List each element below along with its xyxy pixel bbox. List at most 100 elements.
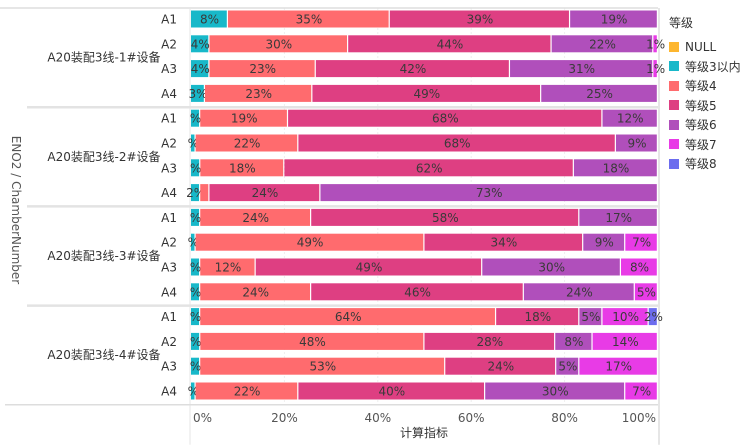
legend-item[interactable]: 等级7 <box>669 135 741 155</box>
bar-segment <box>209 60 315 78</box>
data-label: % <box>190 285 201 299</box>
bar-segment <box>191 283 200 301</box>
legend-item[interactable]: 等级5 <box>669 96 741 116</box>
data-label: 7% <box>632 236 651 250</box>
data-label: % <box>190 211 201 225</box>
bar-segment <box>579 208 657 226</box>
bar-segment <box>653 35 657 53</box>
row-labels: A1 A2 A3 A4 A1 A2 A3 A4 A1 A2 A3 A4 A1 A2 A3 A4 <box>161 13 177 399</box>
data-label: 8% <box>630 261 649 275</box>
data-label: % <box>188 385 199 399</box>
data-label: 8% <box>564 335 583 349</box>
row-label: A1 <box>161 112 177 126</box>
bar-segment <box>191 35 209 53</box>
y-axis-title: ENO2 / ChamberNumber <box>9 136 23 285</box>
bar-segment <box>625 233 657 251</box>
data-label: 5% <box>558 360 577 374</box>
bar-segment <box>200 159 284 177</box>
legend-label: 等级5 <box>685 98 717 113</box>
legend-item[interactable]: 等级3以内 <box>669 57 741 77</box>
row-label: A1 <box>161 13 177 27</box>
data-label: 73% <box>476 186 503 200</box>
data-label: 3% <box>188 87 207 101</box>
bar-segment <box>195 382 298 400</box>
bar-segment <box>424 332 555 350</box>
legend: 等级 NULL 等级3以内 等级4 等级5 等级6 等级7 等级8 <box>669 14 741 174</box>
legend-label: 等级7 <box>685 137 717 152</box>
row-label: A3 <box>161 62 177 76</box>
data-label: 19% <box>601 13 628 27</box>
legend-swatch <box>669 61 679 72</box>
data-label: 39% <box>467 13 494 27</box>
bar-segment <box>191 258 200 276</box>
data-label: 4% <box>191 62 210 76</box>
legend-item[interactable]: 等级6 <box>669 115 741 135</box>
bar-segment <box>625 382 657 400</box>
row-label: A4 <box>161 87 177 101</box>
x-tick-label: 100% <box>622 411 656 425</box>
bar-segment <box>200 208 311 226</box>
bar-segment <box>200 308 495 326</box>
data-label: 12% <box>215 261 242 275</box>
data-label: 24% <box>242 285 269 299</box>
bar-segment <box>312 84 541 102</box>
bar-segment <box>551 35 653 53</box>
bar-segment <box>191 134 195 152</box>
data-label: 19% <box>231 112 258 126</box>
bar-segment <box>602 308 648 326</box>
legend-label: NULL <box>685 39 717 54</box>
bar-segment <box>200 283 311 301</box>
bar-segment <box>200 184 209 202</box>
bar-segment <box>200 109 287 127</box>
data-label: 68% <box>444 137 471 151</box>
data-label: % <box>190 261 201 275</box>
legend-item[interactable]: 等级8 <box>669 154 741 174</box>
legend-swatch <box>669 100 679 111</box>
bar-segment <box>445 357 556 375</box>
bar-segment <box>510 60 653 78</box>
group-label: A20装配3线-2#设备 <box>47 150 160 164</box>
legend-item[interactable]: 等级4 <box>669 76 741 96</box>
row-label: A2 <box>161 137 177 151</box>
bar-segment <box>191 208 200 226</box>
data-label: 30% <box>538 261 565 275</box>
data-label: % <box>188 236 199 250</box>
data-label: % <box>190 161 201 175</box>
row-label: A2 <box>161 335 177 349</box>
bar-segment <box>191 60 209 78</box>
data-label: % <box>190 335 201 349</box>
legend-swatch <box>669 158 679 169</box>
data-label: 18% <box>603 161 630 175</box>
x-axis-title: 计算指标 <box>400 425 448 440</box>
legend-title: 等级 <box>669 16 694 30</box>
bar-segment <box>311 208 579 226</box>
data-label: 40% <box>378 385 405 399</box>
bar-segment <box>288 109 602 127</box>
data-label: 34% <box>491 236 518 250</box>
data-label: 18% <box>524 310 551 324</box>
legend-swatch <box>669 119 679 130</box>
data-label: 25% <box>586 87 613 101</box>
data-label: % <box>190 310 201 324</box>
x-tick-label: 40% <box>364 411 391 425</box>
data-label: 62% <box>416 161 443 175</box>
legend-item[interactable]: NULL <box>669 37 741 57</box>
bar-segment <box>195 233 424 251</box>
x-tick-label: 60% <box>458 411 485 425</box>
row-label: A1 <box>161 310 177 324</box>
data-label: 30% <box>266 37 293 51</box>
data-label: 24% <box>566 285 593 299</box>
bar-segment <box>615 134 657 152</box>
legend-swatch <box>669 41 679 52</box>
bar-segment <box>485 382 625 400</box>
x-tick-label: 0% <box>193 411 212 425</box>
row-label: A4 <box>161 186 177 200</box>
bar-segment <box>573 159 657 177</box>
legend-label: 等级8 <box>685 157 717 172</box>
data-label: 49% <box>297 236 324 250</box>
bar-segment <box>191 233 195 251</box>
x-tick-label: 80% <box>551 411 578 425</box>
bar-segment <box>191 332 200 350</box>
bar-segment <box>348 35 551 53</box>
